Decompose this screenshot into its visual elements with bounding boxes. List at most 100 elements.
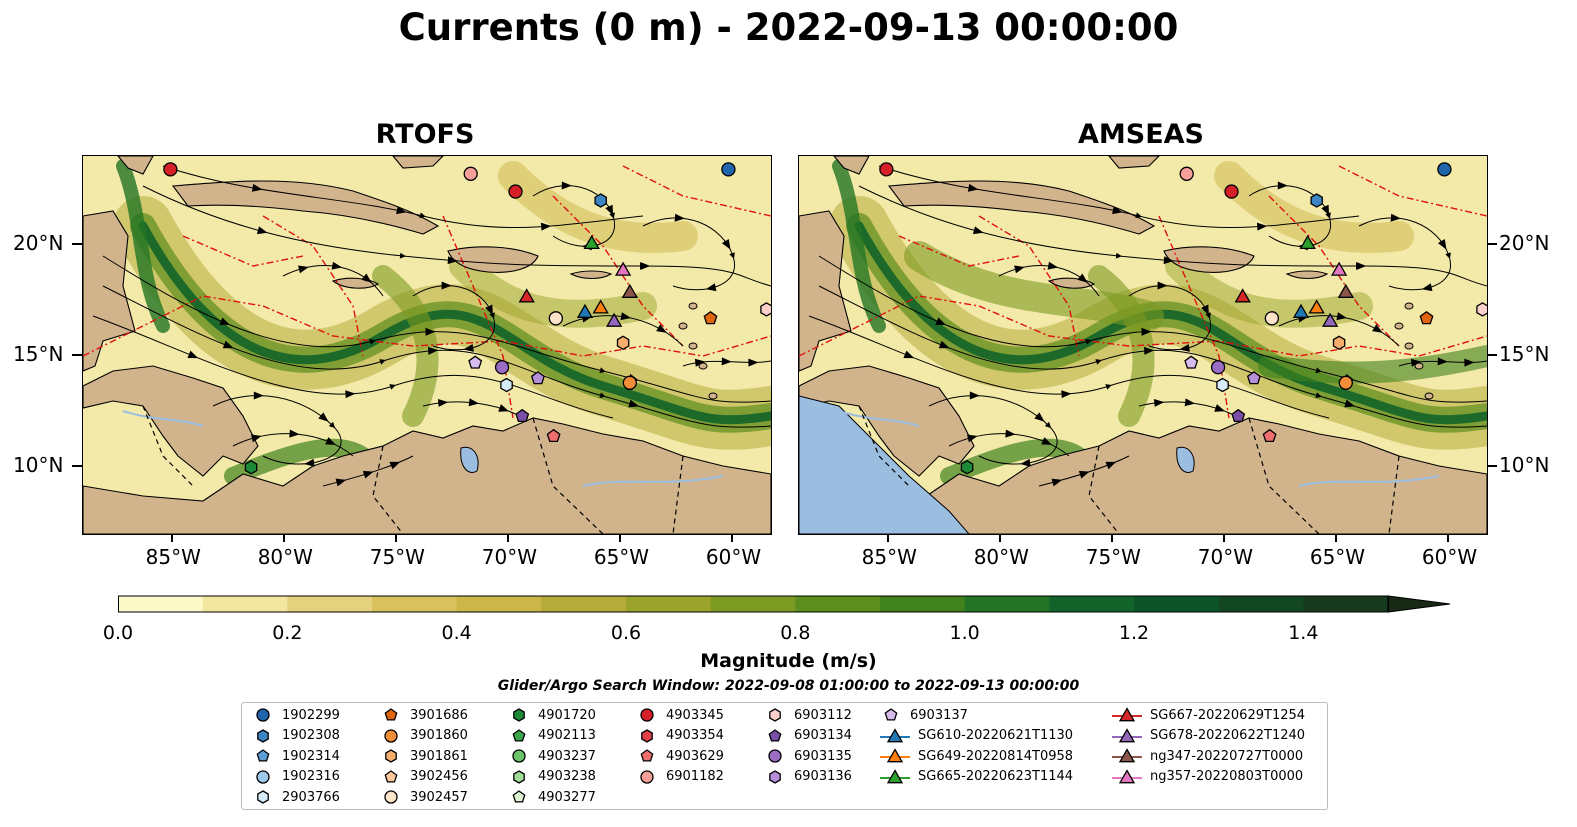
legend-marker-icon	[768, 728, 782, 742]
streamline-arrow	[389, 461, 401, 470]
legend-label: 1902308	[282, 728, 340, 743]
legend-pentagon-icon	[384, 708, 398, 721]
legend-circle-icon	[640, 708, 654, 722]
float-marker	[518, 288, 535, 303]
float-marker	[530, 371, 545, 385]
rtofs-map[interactable]	[82, 155, 772, 535]
colorbar-segment	[541, 596, 627, 612]
float-marker	[1299, 234, 1316, 250]
float-marker	[163, 162, 178, 177]
colorbar-segment	[1303, 596, 1389, 612]
x-tick-mark	[618, 534, 621, 542]
panel-title-amseas: AMSEAS	[1078, 119, 1204, 150]
legend-label: 3902456	[410, 769, 468, 784]
legend-item: SG665-20220623T1144	[880, 767, 1073, 787]
legend-triangle-icon	[886, 727, 904, 742]
streamline-arrow	[1214, 404, 1226, 412]
legend-marker-icon	[1112, 727, 1142, 742]
streamline-arrow	[1336, 312, 1348, 321]
legend-label: 4902113	[538, 728, 596, 743]
streamline-arrow	[361, 273, 372, 283]
streamline	[162, 165, 644, 229]
lesser-antilles-island	[1414, 362, 1424, 370]
lesser-antilles-island	[1394, 322, 1404, 330]
streamline-arrow	[1034, 412, 1045, 422]
x-tick-label: 80°W	[257, 545, 313, 569]
streamline-arrow	[447, 256, 458, 265]
float-marker	[1246, 371, 1261, 385]
colorbar-segment	[372, 596, 458, 612]
legend-item: 4903277	[508, 787, 596, 807]
float-marker	[1231, 408, 1246, 423]
lesser-antilles-island	[678, 322, 688, 330]
x-tick-mark	[282, 534, 285, 542]
legend-marker-icon	[257, 728, 269, 743]
legend-triangle-icon	[886, 768, 904, 783]
streamline-arrow	[628, 399, 639, 408]
float-marker	[594, 193, 607, 208]
streamline-arrow	[1437, 238, 1447, 250]
country-border	[672, 455, 684, 534]
float-marker	[576, 303, 594, 318]
amseas-map[interactable]	[798, 155, 1488, 535]
legend-triangle-icon	[1118, 707, 1136, 722]
streamline-arrow	[1390, 213, 1401, 222]
legend-marker-icon	[769, 769, 781, 784]
streamline	[322, 455, 414, 487]
float-marker	[605, 312, 623, 327]
streamline	[928, 395, 1058, 465]
streamline-arrow	[1157, 281, 1168, 290]
colorbar-outline	[118, 595, 1389, 613]
float-marker	[468, 355, 483, 369]
y-tick-mark	[72, 242, 82, 245]
country-border	[532, 417, 604, 534]
streamline-arrow	[748, 358, 759, 367]
streamline-arrow	[298, 265, 309, 274]
streamline-arrow	[304, 458, 315, 467]
current-band	[854, 221, 1487, 425]
legend-hexagon-icon	[513, 769, 525, 784]
legend-label: SG678-20220622T1240	[1150, 728, 1306, 743]
streamline	[212, 395, 342, 465]
streamline-arrow	[1105, 461, 1117, 470]
streamline	[878, 165, 1360, 229]
legend-item: 4901720	[508, 705, 596, 725]
legend-circle-icon	[768, 749, 782, 763]
colorbar-segment	[964, 596, 1050, 612]
legend-hexagon-icon	[769, 769, 781, 784]
streamline-arrow	[903, 350, 915, 359]
float-marker	[500, 377, 513, 393]
x-tick-label: 65°W	[1309, 545, 1366, 569]
legend-label: 4903277	[538, 789, 596, 805]
legend-item: 4902113	[508, 726, 596, 746]
legend-item: 3901861	[380, 746, 468, 766]
y-tick-label-left: 10°N	[13, 453, 64, 478]
legend-hexagon-icon	[641, 728, 653, 743]
streamline-arrow	[620, 312, 632, 321]
streamline-arrow	[1051, 478, 1063, 487]
streamline-arrow	[425, 327, 436, 336]
legend-label: 4901720	[538, 707, 596, 723]
eez-boundary	[182, 235, 304, 267]
float-marker	[592, 299, 609, 314]
legend-pentagon-icon	[384, 769, 398, 783]
legend-hexagon-icon	[257, 728, 269, 743]
float-marker	[760, 302, 771, 317]
legend-item: SG667-20220629T1254	[1112, 705, 1305, 725]
panel-title-rtofs: RTOFS	[375, 119, 475, 150]
pacific-ocean-nodata	[799, 395, 970, 534]
streamline-arrow	[1437, 357, 1448, 366]
lake-maracaibo	[1176, 446, 1195, 473]
legend-item: 1902316	[252, 767, 340, 787]
legend-hexagon-icon	[513, 708, 525, 722]
legend-marker-icon	[769, 708, 781, 722]
float-marker	[1224, 184, 1239, 199]
colorbar-segment	[456, 596, 542, 612]
legend-item: 4903237	[508, 746, 596, 766]
float-marker	[1179, 166, 1194, 181]
lesser-antilles-island	[1424, 392, 1434, 400]
streamline-arrow	[485, 304, 493, 316]
streamline-arrow	[1372, 324, 1383, 333]
colorbar-segment	[1049, 596, 1135, 612]
legend-item: ng357-20220803T0000	[1112, 767, 1303, 787]
